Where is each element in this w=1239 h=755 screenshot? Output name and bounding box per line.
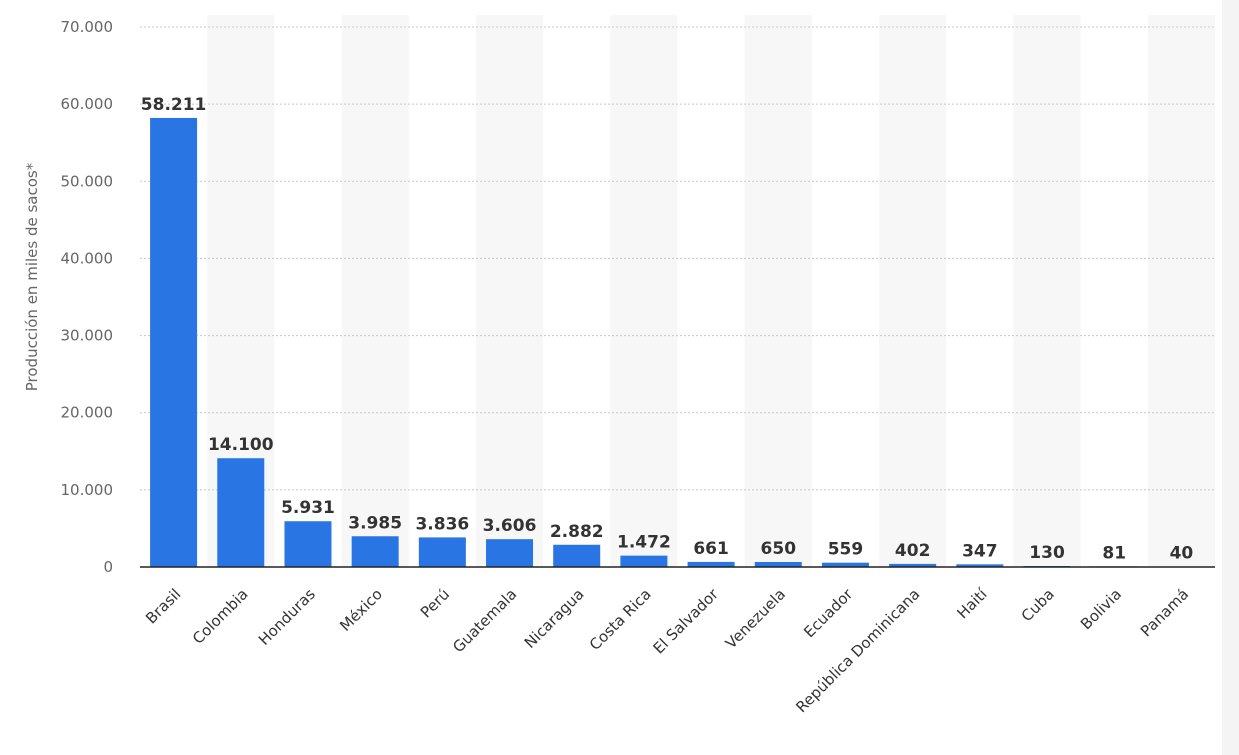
x-tick-label: México — [336, 585, 386, 635]
background-band — [879, 15, 947, 567]
bar — [821, 562, 869, 567]
data-label: 661 — [693, 539, 729, 559]
bar — [217, 458, 265, 567]
x-tick-label: República Dominicana — [792, 585, 923, 716]
background-band — [1013, 15, 1081, 567]
x-tick-label: Nicaragua — [521, 585, 588, 652]
background-band — [475, 15, 544, 567]
x-tick-label: Colombia — [189, 585, 252, 648]
data-label: 2.882 — [550, 522, 604, 542]
background-band — [610, 15, 678, 567]
background-band — [341, 15, 409, 567]
bar — [620, 555, 668, 567]
y-tick-label: 70.000 — [61, 18, 114, 36]
bar — [687, 561, 735, 567]
y-tick-label: 30.000 — [61, 327, 114, 345]
y-axis-title: Producción en miles de sacos* — [23, 162, 41, 391]
bar — [486, 539, 534, 567]
background-band — [744, 15, 812, 567]
bar — [956, 564, 1004, 567]
x-tick-label: Ecuador — [800, 585, 857, 642]
background-band — [1147, 15, 1215, 567]
x-tick-label: Bolivia — [1077, 585, 1125, 633]
data-label: 1.472 — [617, 533, 671, 553]
x-tick-label: Panamá — [1137, 585, 1192, 640]
data-label: 3.836 — [415, 514, 469, 534]
scrollbar-track[interactable] — [1222, 0, 1239, 755]
data-label: 58.211 — [141, 95, 207, 115]
bar — [553, 544, 601, 567]
x-tick-label: Guatemala — [449, 585, 520, 656]
x-tick-label: Costa Rica — [586, 585, 655, 654]
y-tick-label: 40.000 — [61, 249, 114, 267]
data-label: 5.931 — [281, 498, 335, 518]
bar — [284, 521, 332, 567]
bar — [754, 561, 802, 567]
data-label: 3.985 — [348, 513, 402, 533]
y-tick-label: 60.000 — [61, 95, 114, 113]
data-label: 3.606 — [483, 516, 537, 536]
bar — [351, 536, 399, 567]
data-label: 40 — [1170, 544, 1194, 564]
x-tick-label: Cuba — [1018, 585, 1058, 625]
bar — [889, 563, 937, 567]
data-label: 130 — [1029, 543, 1065, 563]
data-label: 347 — [962, 541, 998, 561]
data-label: 14.100 — [208, 435, 274, 455]
x-tick-label: Brasil — [142, 585, 184, 627]
data-label: 650 — [761, 539, 797, 559]
data-label: 402 — [895, 541, 931, 561]
x-tick-label: El Salvador — [650, 585, 723, 658]
x-tick-label: Venezuela — [722, 585, 789, 652]
y-tick-label: 10.000 — [61, 481, 114, 499]
y-tick-label: 50.000 — [61, 172, 114, 190]
bar — [418, 537, 466, 567]
y-tick-label: 0 — [103, 558, 113, 576]
bar — [150, 117, 198, 567]
data-label: 559 — [828, 540, 864, 560]
x-tick-label: Haití — [953, 585, 991, 623]
data-label: 81 — [1102, 543, 1126, 563]
y-tick-label: 20.000 — [61, 404, 114, 422]
x-tick-label: Perú — [417, 585, 453, 621]
x-tick-label: Honduras — [255, 585, 319, 649]
